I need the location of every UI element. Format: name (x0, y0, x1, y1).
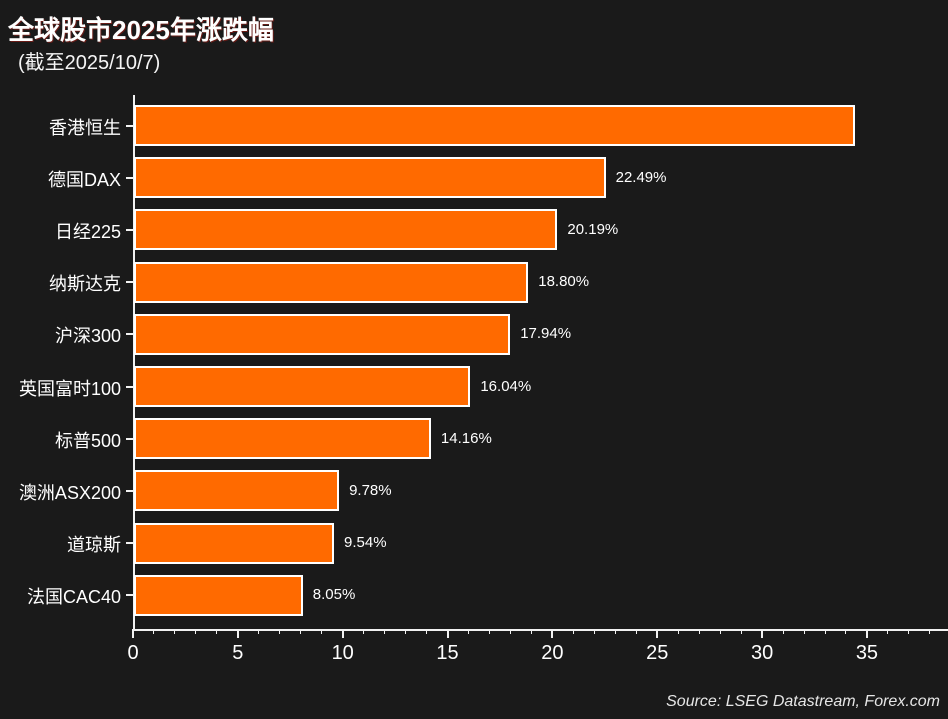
x-major-tick (761, 629, 764, 638)
x-minor-tick (698, 629, 700, 634)
x-minor-tick (195, 629, 197, 634)
x-minor-tick (279, 629, 281, 634)
x-tick-label: 10 (331, 642, 354, 664)
category-label: 法国CAC40 (26, 587, 121, 608)
x-minor-tick (300, 629, 302, 634)
x-major-tick (341, 629, 344, 638)
value-label: 22.49% (615, 168, 667, 186)
x-minor-tick (677, 629, 679, 634)
x-minor-tick (363, 629, 365, 634)
bar (134, 418, 431, 460)
bar (134, 261, 529, 303)
category-label: 道琼斯 (67, 535, 121, 556)
y-axis-line (133, 95, 135, 631)
y-tick (126, 176, 133, 179)
x-minor-tick (258, 629, 260, 634)
x-minor-tick (321, 629, 323, 634)
bar (134, 105, 856, 146)
x-minor-tick (488, 629, 490, 634)
category-label: 沪深300 (54, 326, 121, 347)
x-tick-label: 35 (855, 642, 879, 664)
x-tick-label: 20 (541, 642, 564, 664)
category-label: 澳洲ASX200 (18, 482, 121, 503)
x-major-tick (446, 629, 449, 638)
x-minor-tick (635, 629, 637, 634)
y-tick (126, 281, 133, 284)
category-label: 德国DAX (47, 169, 121, 190)
x-minor-tick (887, 629, 889, 634)
x-minor-tick (614, 629, 616, 634)
y-tick (126, 124, 133, 127)
x-minor-tick (803, 629, 805, 634)
category-label: 香港恒生 (49, 117, 121, 138)
bar (134, 522, 335, 564)
value-label: 8.05% (312, 586, 356, 604)
x-major-tick (865, 629, 868, 638)
x-minor-tick (572, 629, 574, 634)
y-tick (126, 594, 133, 597)
x-tick-label: 0 (127, 642, 139, 664)
x-minor-tick (593, 629, 595, 634)
x-minor-tick (384, 629, 386, 634)
category-label: 纳斯达克 (49, 274, 121, 295)
x-major-tick (656, 629, 659, 638)
value-label: 20.19% (567, 220, 619, 238)
x-major-tick (551, 629, 554, 638)
value-label: 18.80% (538, 273, 590, 291)
y-tick (126, 489, 133, 492)
bar (134, 209, 558, 251)
x-minor-tick (530, 629, 532, 634)
y-tick (126, 385, 133, 388)
x-minor-tick (174, 629, 176, 634)
value-label: 17.94% (520, 325, 572, 343)
x-major-tick (132, 629, 134, 638)
bar (134, 366, 471, 407)
value-label: 9.78% (349, 481, 392, 499)
x-minor-tick (426, 629, 428, 634)
x-minor-tick (824, 629, 826, 634)
x-major-tick (236, 629, 239, 638)
x-tick-label: 25 (646, 642, 669, 664)
x-minor-tick (845, 629, 847, 634)
x-axis-line (133, 629, 948, 631)
bar (134, 157, 606, 199)
category-label: 日经225 (54, 221, 121, 242)
x-minor-tick (908, 629, 910, 634)
y-tick (126, 333, 133, 336)
x-minor-tick (468, 629, 470, 634)
source-attribution: Source: LSEG Datastream, Forex.com (666, 693, 940, 710)
x-minor-tick (929, 629, 931, 634)
chart-subtitle: (截至2025/10/7) (18, 52, 161, 74)
x-minor-tick (216, 629, 218, 634)
x-minor-tick (719, 629, 721, 634)
y-tick (126, 542, 133, 545)
x-tick-label: 15 (436, 642, 459, 664)
x-minor-tick (782, 629, 784, 634)
category-label: 标普500 (54, 430, 121, 451)
value-label: 16.04% (480, 377, 532, 395)
x-tick-label: 5 (232, 642, 244, 664)
chart-title: 全球股市2025年涨跌幅 (8, 15, 274, 45)
bar (134, 313, 511, 355)
y-tick (126, 228, 133, 231)
value-label: 14.16% (440, 429, 492, 447)
category-label: 英国富时100 (18, 378, 121, 399)
x-minor-tick (153, 629, 155, 634)
value-label: 9.54% (344, 534, 387, 552)
x-tick-label: 30 (750, 642, 774, 664)
bar (134, 470, 340, 512)
x-minor-tick (405, 629, 407, 634)
x-minor-tick (509, 629, 511, 634)
bar (134, 574, 303, 616)
x-minor-tick (740, 629, 742, 634)
y-tick (126, 437, 133, 440)
